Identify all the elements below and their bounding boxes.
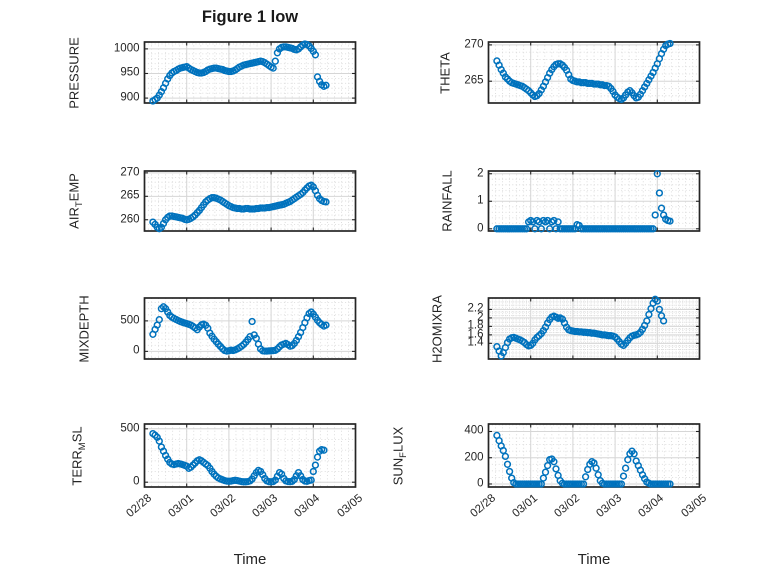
y-tick-label: 500 [120, 422, 140, 435]
minor-grid-theta [488, 42, 700, 104]
y-tick-label: 500 [120, 314, 140, 327]
tick-marks-air_temp [143, 171, 357, 231]
y-tick-label: 270 [120, 166, 140, 179]
tick-marks-terr_msl [143, 424, 357, 487]
y-tick-label: 1.8 [467, 319, 484, 332]
y-tick-label: 2 [477, 311, 484, 324]
x-axis-label-right: Time [577, 551, 611, 568]
minor-grid-h2omixra [488, 298, 700, 359]
markers-terr_msl [149, 429, 328, 486]
y-axis-label-pressure: PRESSURE [66, 36, 82, 109]
axes-box-air_temp [143, 170, 357, 232]
y-tick-label: 1.6 [467, 328, 484, 341]
axes-box-h2omixra [487, 297, 701, 360]
subplot-pressure [143, 40, 357, 105]
major-grid-pressure [144, 42, 356, 103]
y-tick-label: 1.4 [467, 336, 484, 349]
y-tick-label: 200 [464, 450, 484, 463]
y-tick-label: 0 [133, 475, 140, 488]
markers-air_temp [149, 181, 330, 233]
axes-box-pressure [143, 41, 357, 104]
axes-box-mixdepth [143, 297, 357, 360]
y-axis-label-sun_flux: SUNFLUX [390, 426, 410, 485]
y-tick-label: 2 [477, 167, 484, 179]
y-tick-label: 265 [120, 189, 140, 202]
y-axis-label-theta: THETA [437, 51, 453, 94]
y-axis-label-h2omixra: H2OMIXRA [429, 294, 445, 363]
axes-box-sun_flux [487, 423, 701, 488]
y-tick-label: 0 [133, 344, 140, 357]
figure-title: Figure 1 low [201, 8, 299, 26]
y-tick-label: 0 [477, 222, 484, 235]
y-tick-label: 260 [120, 213, 140, 225]
subplot-h2omixra [487, 295, 701, 360]
y-tick-label: 900 [120, 91, 140, 104]
axes-box-terr_msl [143, 423, 357, 488]
y-tick-label: 950 [120, 66, 140, 79]
markers-h2omixra [493, 295, 668, 360]
subplot-mixdepth [143, 297, 357, 360]
minor-grid-rainfall [488, 171, 700, 231]
subplot-rainfall [487, 170, 701, 233]
subplot-sun_flux [487, 423, 701, 488]
y-axis-label-mixdepth: MIXDEPTH [76, 294, 92, 363]
y-tick-label: 1 [477, 194, 484, 207]
markers-sun_flux [493, 431, 674, 488]
axes-box-theta [487, 41, 701, 104]
markers-theta [493, 39, 674, 104]
subplot-air_temp [143, 170, 357, 233]
y-tick-label: 2.2 [467, 302, 484, 315]
y-tick-label: 270 [464, 38, 484, 51]
y-axis-label-air_temp: AIRTEMP [66, 173, 86, 229]
y-tick-label: 265 [464, 74, 484, 87]
y-axis-label-terr_msl: TERRMSL [69, 425, 89, 486]
subplot-terr_msl [143, 423, 357, 488]
subplot-theta [487, 39, 701, 104]
markers-pressure [149, 40, 330, 105]
tick-marks-h2omixra [487, 298, 701, 359]
tick-marks-pressure [143, 42, 357, 103]
y-tick-label: 1000 [113, 42, 140, 55]
y-tick-label: 400 [464, 424, 484, 437]
y-axis-label-rainfall: RAINFALL [439, 170, 455, 232]
markers-mixdepth [149, 303, 330, 355]
minor-grid-sun_flux [488, 424, 700, 487]
x-axis-label-left: Time [233, 551, 267, 568]
y-tick-label: 0 [477, 477, 484, 490]
tick-marks-mixdepth [143, 298, 357, 359]
markers-rainfall [493, 170, 674, 233]
